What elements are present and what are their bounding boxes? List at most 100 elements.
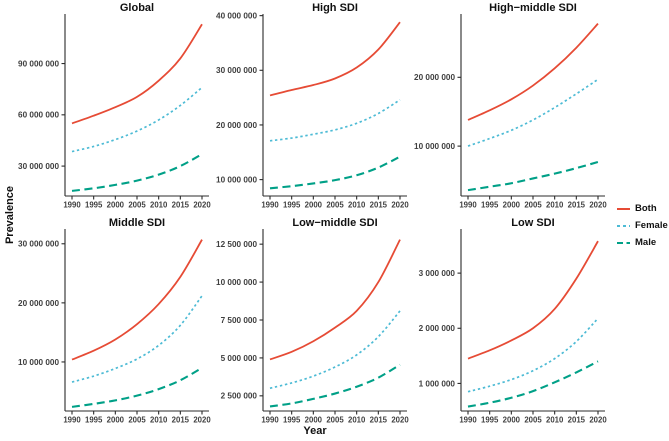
legend-item-male: Male [616,234,669,251]
legend-item-female: Female [616,217,669,234]
x-tick-label: 2010 [150,201,168,210]
y-tick-label: 5 000 000 [221,354,258,363]
y-tick-label: 7 500 000 [221,316,258,325]
y-ticks: 10 000 000 20 000 000 30 000 000 40 000 000 [216,12,263,185]
x-tick-label: 2020 [589,201,607,210]
x-tick-label: 2005 [128,201,146,210]
y-tick-label: 20 000 000 [216,121,257,130]
legend-line-male-icon [617,241,630,244]
x-tick-label: 1995 [283,201,301,210]
x-tick-label: 1995 [481,201,499,210]
x-ticks: 1990 1995 2000 2005 2010 2015 2020 [63,196,211,210]
x-ticks: 1990 1995 2000 2005 2010 2015 2020 [63,411,211,425]
x-tick-label: 2000 [503,416,521,425]
series-line-female [269,310,401,390]
x-tick-label: 2015 [172,416,190,425]
x-tick-label: 2010 [348,201,366,210]
series-line-both [269,239,401,361]
y-tick-label: 40 000 000 [216,12,257,21]
x-tick-label: 2005 [524,416,542,425]
x-tick-label: 1990 [459,416,477,425]
x-tick-label: 2000 [305,201,323,210]
x-tick-label: 2005 [326,201,344,210]
x-tick-label: 1990 [261,201,279,210]
y-tick-label: 10 000 000 [216,278,257,287]
panel-chart: Global 30 000 000 60 000 000 90 000 000 1990… [18,2,211,210]
legend-label-both: Both [635,203,657,214]
x-tick-label: 2020 [193,416,211,425]
panel-chart: Low−middle SDI 2 500 000 5 000 000 7 500 00… [216,217,409,425]
series-line-female [71,295,203,383]
y-tick-label: 10 000 000 [18,358,59,367]
axes [460,229,605,412]
legend: Both Female Male [616,200,669,251]
x-tick-label: 2005 [128,416,146,425]
x-ticks: 1990 1995 2000 2005 2010 2015 2020 [261,196,409,210]
legend-label-female: Female [635,220,668,231]
y-tick-label: 3 000 000 [419,269,456,278]
x-tick-label: 1995 [283,416,301,425]
x-tick-label: 2020 [391,201,409,210]
series-line-male [467,360,599,408]
x-tick-label: 1995 [85,416,103,425]
panel-chart: High SDI 10 000 000 20 000 000 30 000 000 40… [216,2,409,210]
x-tick-label: 1995 [481,416,499,425]
panel-title: High−middle SDI [489,2,577,14]
series-line-both [71,239,203,361]
x-ticks: 1990 1995 2000 2005 2010 2015 2020 [459,196,607,210]
series-line-female [467,78,599,147]
panel-title: Global [120,2,154,14]
x-tick-label: 2020 [589,416,607,425]
y-ticks: 30 000 000 60 000 000 90 000 000 [18,59,65,171]
y-tick-label: 10 000 000 [414,142,455,151]
y-axis-label: Prevalence [0,0,20,430]
series-line-male [269,155,401,190]
x-tick-label: 2005 [326,416,344,425]
series-line-both [467,240,599,360]
panel-title: Low SDI [511,217,554,229]
y-tick-label: 20 000 000 [414,73,455,82]
y-tick-label: 2 000 000 [419,324,456,333]
x-tick-label: 2015 [370,416,388,425]
x-tick-label: 2020 [193,201,211,210]
legend-label-male: Male [635,237,657,248]
x-tick-label: 2000 [503,201,521,210]
x-tick-label: 2005 [524,201,542,210]
axes [64,229,209,412]
legend-line-female-icon [617,224,630,227]
x-tick-label: 2000 [107,201,125,210]
series-line-male [467,160,599,192]
y-tick-label: 60 000 000 [18,111,59,120]
y-ticks: 1 000 000 2 000 000 3 000 000 [419,269,461,388]
x-tick-label: 2010 [546,416,564,425]
y-ticks: 2 500 000 5 000 000 7 500 000 10 000 000 12 … [216,240,263,401]
y-tick-label: 90 000 000 [18,59,59,68]
panel-title: Middle SDI [109,217,165,229]
series-line-female [467,317,599,393]
y-tick-label: 30 000 000 [18,240,59,249]
y-axis-label-text: Prevalence [4,185,17,245]
panel-high-middle-sdi: High−middle SDI 10 000 000 20 000 000 1990 1… [414,0,612,213]
y-ticks: 10 000 000 20 000 000 30 000 000 [18,240,65,367]
series-line-female [269,99,401,142]
panel-title: High SDI [312,2,358,14]
x-tick-label: 2010 [546,201,564,210]
x-tick-label: 1990 [63,416,81,425]
x-tick-label: 2000 [305,416,323,425]
legend-line-both-icon [617,207,630,210]
x-tick-label: 1990 [63,201,81,210]
x-tick-label: 2000 [107,416,125,425]
series-line-both [269,21,401,97]
y-tick-label: 10 000 000 [216,176,257,185]
series-line-both [71,23,203,125]
y-tick-label: 2 500 000 [221,392,258,401]
x-tick-label: 2015 [172,201,190,210]
panel-middle-sdi: Middle SDI 10 000 000 20 000 000 30 000 000… [18,215,216,428]
panels-grid: Global 30 000 000 60 000 000 90 000 000 1990… [18,0,612,441]
axes [64,14,209,197]
x-tick-label: 2020 [391,416,409,425]
x-tick-label: 2015 [568,416,586,425]
panel-high-sdi: High SDI 10 000 000 20 000 000 30 000 000 40… [216,0,414,213]
x-tick-label: 2010 [150,416,168,425]
